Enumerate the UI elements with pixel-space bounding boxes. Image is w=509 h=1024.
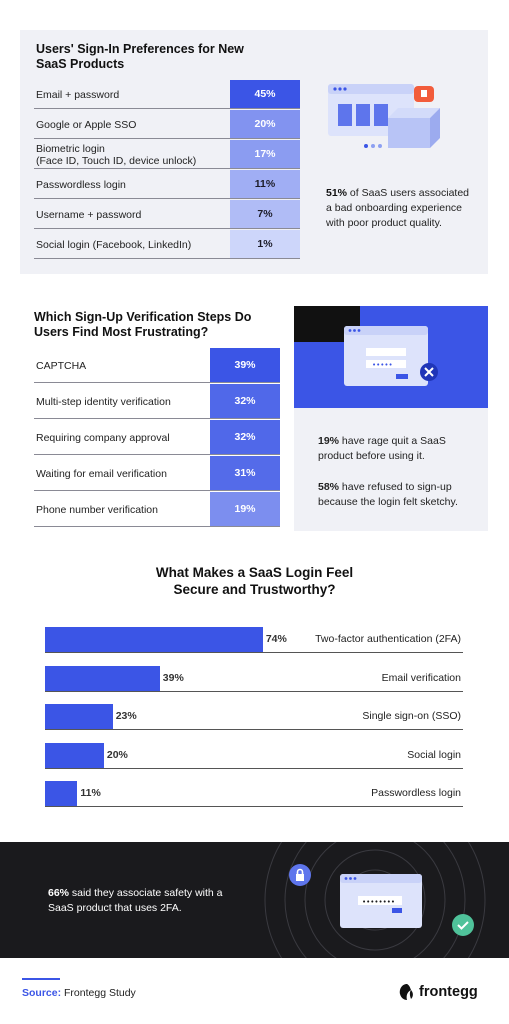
row-value-cell: 45% bbox=[230, 80, 300, 108]
source-accent-line bbox=[22, 978, 60, 980]
row-label: Biometric login (Face ID, Touch ID, devic… bbox=[36, 143, 197, 167]
bar-row: 11% Passwordless login bbox=[45, 781, 463, 807]
sign-in-preferences-panel: Users' Sign-In Preferences for New SaaS … bbox=[20, 30, 488, 274]
row-value-cell: 39% bbox=[210, 348, 280, 382]
bar-row: 74% Two-factor authentication (2FA) bbox=[45, 627, 463, 653]
row-label: Social login (Facebook, LinkedIn) bbox=[36, 239, 192, 251]
svg-text:••••••••: •••••••• bbox=[362, 898, 395, 906]
row-value-cell: 17% bbox=[230, 140, 300, 168]
table-row: Multi-step identity verification 32% bbox=[34, 384, 280, 419]
bar bbox=[45, 742, 104, 768]
concentric-rings-decoration: •••••••• bbox=[264, 842, 486, 958]
refused-signup-stat: 58% have refused to sign-up because the … bbox=[318, 481, 458, 508]
lock-icon bbox=[289, 864, 311, 886]
bar-category-label: Single sign-on (SSO) bbox=[362, 710, 461, 722]
table-row: Social login (Facebook, LinkedIn) 1% bbox=[34, 230, 300, 259]
row-label: Username + password bbox=[36, 209, 142, 221]
bar-category-label: Passwordless login bbox=[371, 787, 461, 799]
bar bbox=[45, 627, 263, 652]
table-row: Passwordless login 11% bbox=[34, 170, 300, 199]
sign-in-preferences-title: Users' Sign-In Preferences for New SaaS … bbox=[36, 42, 244, 71]
table-row: CAPTCHA 39% bbox=[34, 348, 280, 383]
bar bbox=[45, 665, 160, 691]
check-icon bbox=[452, 914, 474, 936]
source-credit: Source: Frontegg Study bbox=[22, 987, 136, 999]
bar-value-label: 20% bbox=[106, 748, 128, 761]
row-label: Passwordless login bbox=[36, 179, 126, 191]
row-label: Phone number verification bbox=[36, 504, 158, 516]
frontegg-logo[interactable]: frontegg bbox=[398, 983, 478, 1001]
table-row: Biometric login (Face ID, Touch ID, devic… bbox=[34, 140, 300, 169]
bar bbox=[45, 781, 78, 806]
bar-value-label: 39% bbox=[162, 671, 184, 684]
bar-row: 20% Social login bbox=[45, 742, 463, 769]
verification-steps-title: Which Sign-Up Verification Steps Do User… bbox=[34, 310, 252, 339]
row-value-cell: 19% bbox=[210, 492, 280, 526]
row-value-cell: 7% bbox=[230, 200, 300, 228]
bar-value-label: 74% bbox=[265, 633, 287, 645]
table-row: Username + password 7% bbox=[34, 200, 300, 229]
row-label: Multi-step identity verification bbox=[36, 396, 171, 408]
row-value-cell: 1% bbox=[230, 230, 300, 258]
row-value-cell: 31% bbox=[210, 456, 280, 490]
table-row: Google or Apple SSO 20% bbox=[34, 110, 300, 139]
bar-value-label: 11% bbox=[80, 787, 101, 799]
bar-category-label: Email verification bbox=[381, 671, 461, 684]
row-label: Google or Apple SSO bbox=[36, 119, 137, 131]
table-row: Phone number verification 19% bbox=[34, 492, 280, 527]
row-label: Email + password bbox=[36, 89, 120, 101]
rage-quit-stat: 19% have rage quit a SaaS product before… bbox=[318, 435, 446, 462]
table-row: Email + password 45% bbox=[34, 80, 300, 109]
bar bbox=[45, 704, 113, 729]
bar-category-label: Social login bbox=[407, 748, 461, 761]
row-value-cell: 32% bbox=[210, 420, 280, 454]
table-row: Requiring company approval 32% bbox=[34, 420, 280, 455]
frontegg-logo-text: frontegg bbox=[419, 984, 478, 1000]
secure-login-title: What Makes a SaaS Login Feel Secure and … bbox=[155, 565, 354, 597]
bar-row: 23% Single sign-on (SSO) bbox=[45, 704, 463, 730]
bar-category-label: Two-factor authentication (2FA) bbox=[315, 633, 461, 645]
table-row: Waiting for email verification 31% bbox=[34, 456, 280, 491]
frontegg-logo-icon bbox=[399, 984, 413, 1000]
row-label: Requiring company approval bbox=[36, 432, 170, 444]
bar-value-label: 23% bbox=[115, 710, 137, 722]
twofa-safety-stat: 66% said they associate safety with a Sa… bbox=[48, 887, 223, 914]
bad-onboarding-stat: 51% of SaaS users associated a bad onboa… bbox=[326, 187, 470, 229]
twofa-safety-panel: •••••••• 66% said they associate safety … bbox=[0, 842, 509, 958]
svg-text:•••••: ••••• bbox=[372, 361, 393, 369]
rage-quit-panel: ••••• 19% have rage quit a SaaS product … bbox=[294, 306, 488, 531]
row-label: Waiting for email verification bbox=[36, 468, 167, 480]
row-value-cell: 11% bbox=[230, 170, 300, 198]
row-label: CAPTCHA bbox=[36, 360, 87, 372]
login-window-illustration: ••••• bbox=[344, 326, 438, 386]
row-value-cell: 32% bbox=[210, 384, 280, 418]
row-value-cell: 20% bbox=[230, 110, 300, 138]
onboarding-illustration bbox=[328, 84, 440, 148]
bar-row: 39% Email verification bbox=[45, 665, 463, 692]
